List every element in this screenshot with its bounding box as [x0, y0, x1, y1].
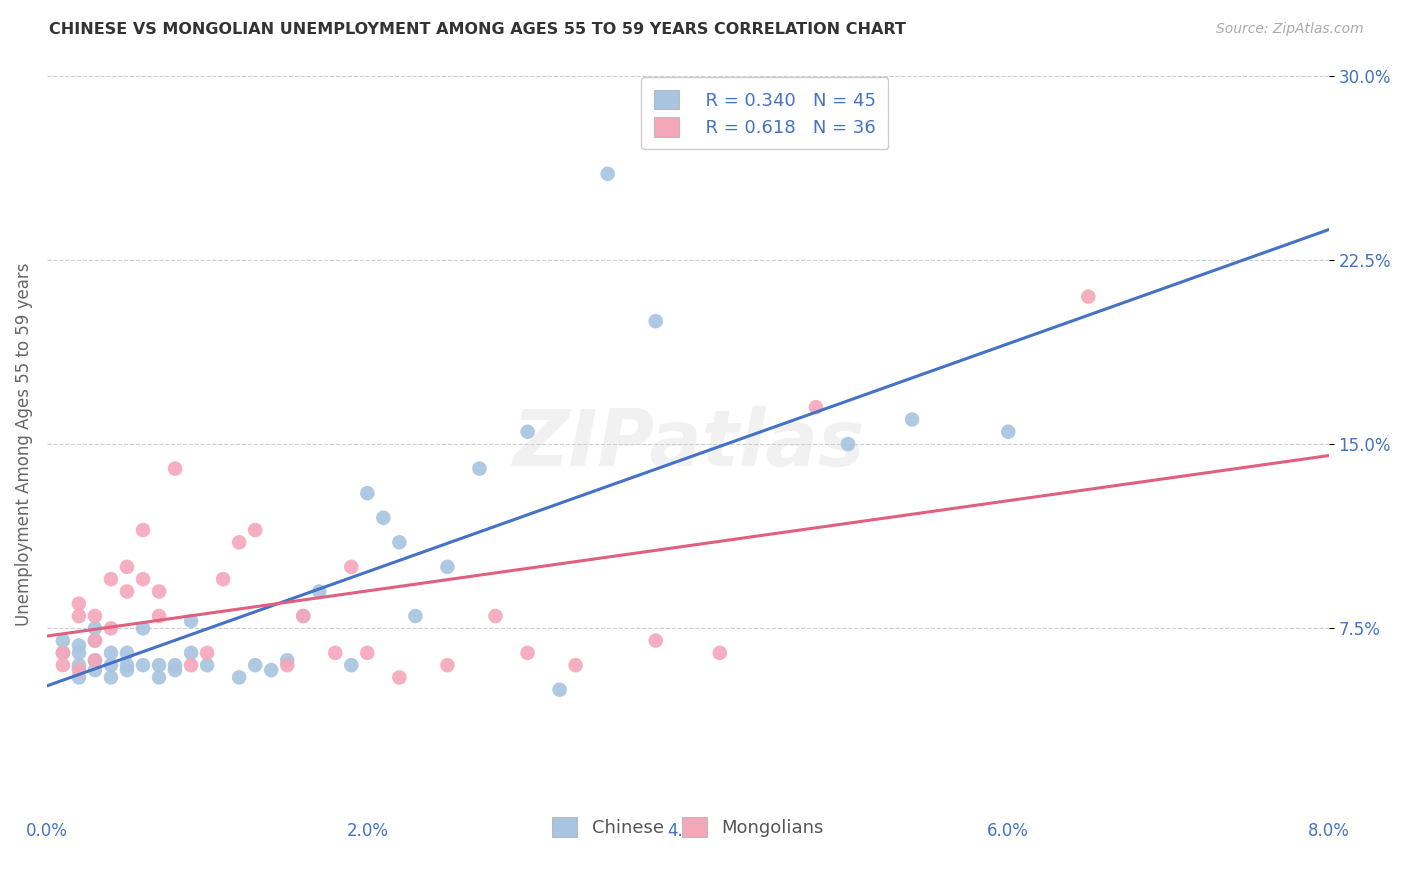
- Point: [67, 658, 90, 673]
- Point: [165, 461, 187, 475]
- Point: [404, 609, 426, 624]
- Point: [180, 658, 202, 673]
- Point: [484, 609, 506, 624]
- Point: [84, 633, 107, 648]
- Point: [516, 646, 538, 660]
- Point: [323, 646, 346, 660]
- Text: ZIPatlas: ZIPatlas: [512, 406, 863, 482]
- Point: [228, 670, 250, 684]
- Point: [436, 560, 458, 574]
- Point: [52, 658, 75, 673]
- Point: [228, 535, 250, 549]
- Point: [548, 682, 571, 697]
- Point: [276, 653, 298, 667]
- Point: [115, 560, 138, 574]
- Point: [1077, 290, 1099, 304]
- Point: [997, 425, 1019, 439]
- Point: [132, 572, 155, 586]
- Point: [148, 670, 170, 684]
- Point: [148, 584, 170, 599]
- Point: [115, 658, 138, 673]
- Point: [100, 658, 122, 673]
- Point: [132, 621, 155, 635]
- Point: [373, 510, 395, 524]
- Legend: Chinese, Mongolians: Chinese, Mongolians: [544, 810, 831, 844]
- Point: [212, 572, 235, 586]
- Point: [84, 621, 107, 635]
- Point: [52, 633, 75, 648]
- Point: [132, 658, 155, 673]
- Point: [340, 560, 363, 574]
- Point: [84, 633, 107, 648]
- Point: [243, 523, 266, 537]
- Point: [516, 425, 538, 439]
- Point: [468, 461, 491, 475]
- Point: [356, 486, 378, 500]
- Point: [243, 658, 266, 673]
- Point: [67, 609, 90, 624]
- Point: [308, 584, 330, 599]
- Point: [84, 663, 107, 677]
- Point: [67, 670, 90, 684]
- Point: [52, 646, 75, 660]
- Point: [901, 412, 924, 426]
- Text: Source: ZipAtlas.com: Source: ZipAtlas.com: [1216, 22, 1364, 37]
- Point: [276, 658, 298, 673]
- Point: [260, 663, 283, 677]
- Text: CHINESE VS MONGOLIAN UNEMPLOYMENT AMONG AGES 55 TO 59 YEARS CORRELATION CHART: CHINESE VS MONGOLIAN UNEMPLOYMENT AMONG …: [49, 22, 905, 37]
- Point: [67, 663, 90, 677]
- Point: [340, 658, 363, 673]
- Point: [115, 663, 138, 677]
- Point: [837, 437, 859, 451]
- Point: [388, 535, 411, 549]
- Point: [388, 670, 411, 684]
- Point: [165, 663, 187, 677]
- Point: [84, 653, 107, 667]
- Point: [100, 670, 122, 684]
- Point: [180, 614, 202, 628]
- Y-axis label: Unemployment Among Ages 55 to 59 years: Unemployment Among Ages 55 to 59 years: [15, 262, 32, 626]
- Point: [436, 658, 458, 673]
- Point: [148, 658, 170, 673]
- Point: [67, 646, 90, 660]
- Point: [100, 572, 122, 586]
- Point: [644, 314, 666, 328]
- Point: [709, 646, 731, 660]
- Point: [356, 646, 378, 660]
- Point: [165, 658, 187, 673]
- Point: [67, 639, 90, 653]
- Point: [804, 400, 827, 414]
- Point: [644, 633, 666, 648]
- Point: [148, 609, 170, 624]
- Point: [100, 646, 122, 660]
- Point: [67, 597, 90, 611]
- Point: [292, 609, 315, 624]
- Point: [132, 523, 155, 537]
- Point: [180, 646, 202, 660]
- Point: [195, 646, 218, 660]
- Point: [292, 609, 315, 624]
- Point: [115, 584, 138, 599]
- Point: [52, 646, 75, 660]
- Point: [596, 167, 619, 181]
- Point: [195, 658, 218, 673]
- Point: [84, 609, 107, 624]
- Point: [100, 621, 122, 635]
- Point: [84, 653, 107, 667]
- Point: [115, 646, 138, 660]
- Point: [564, 658, 586, 673]
